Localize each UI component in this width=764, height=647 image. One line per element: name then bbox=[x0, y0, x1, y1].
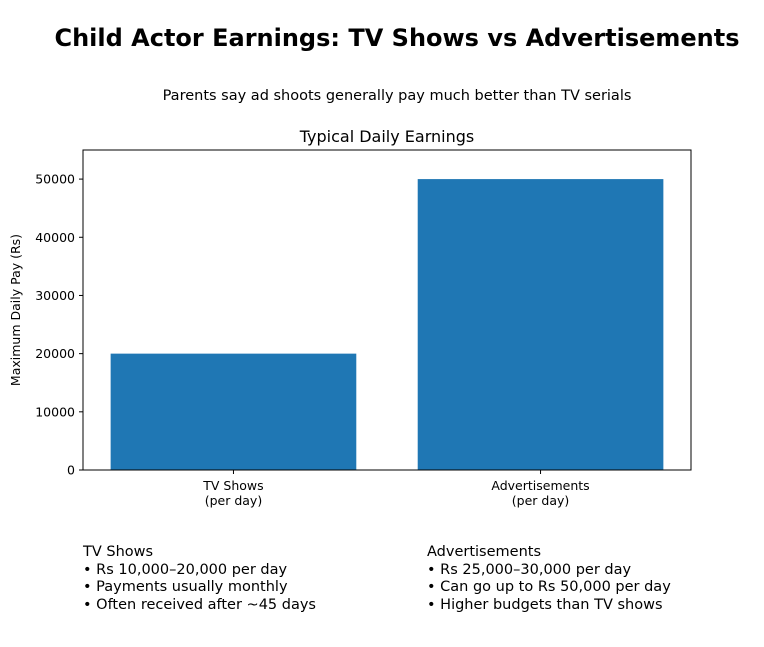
tv-notes: TV Shows • Rs 10,000–20,000 per day • Pa… bbox=[83, 544, 316, 614]
y-tick-label: 0 bbox=[67, 463, 75, 478]
y-tick-label: 30000 bbox=[35, 288, 75, 303]
bar-0 bbox=[110, 353, 357, 470]
tv-note-line: • Payments usually monthly bbox=[83, 579, 288, 595]
x-tick-label: (per day) bbox=[205, 493, 262, 508]
tv-note-line: • Often received after ~45 days bbox=[83, 596, 316, 613]
y-tick-label: 50000 bbox=[35, 172, 75, 187]
tv-note-line: • Rs 10,000–20,000 per day bbox=[83, 561, 288, 578]
ads-notes-heading: Advertisements bbox=[427, 544, 541, 560]
ads-note-line: • Rs 25,000–30,000 per day bbox=[427, 561, 632, 578]
ads-notes: Advertisements • Rs 25,000–30,000 per da… bbox=[427, 544, 671, 614]
y-axis-label: Maximum Daily Pay (Rs) bbox=[8, 234, 23, 386]
x-tick-label: TV Shows bbox=[202, 478, 263, 493]
chart-title: Typical Daily Earnings bbox=[299, 127, 474, 146]
y-tick-label: 40000 bbox=[35, 230, 75, 245]
tv-notes-heading: TV Shows bbox=[83, 544, 154, 560]
ads-note-line: • Higher budgets than TV shows bbox=[427, 596, 663, 613]
page-title: Child Actor Earnings: TV Shows vs Advert… bbox=[54, 24, 740, 52]
y-tick-label: 10000 bbox=[35, 404, 75, 419]
y-tick-label: 20000 bbox=[35, 346, 75, 361]
bar-chart: Typical Daily Earnings Maximum Daily Pay… bbox=[8, 127, 692, 508]
x-tick-label: Advertisements bbox=[491, 478, 589, 493]
plot-frame bbox=[82, 149, 692, 471]
x-tick-label: (per day) bbox=[512, 493, 569, 508]
bar-1 bbox=[417, 179, 664, 470]
ads-note-line: • Can go up to Rs 50,000 per day bbox=[427, 579, 671, 595]
page-subtitle: Parents say ad shoots generally pay much… bbox=[162, 88, 632, 104]
